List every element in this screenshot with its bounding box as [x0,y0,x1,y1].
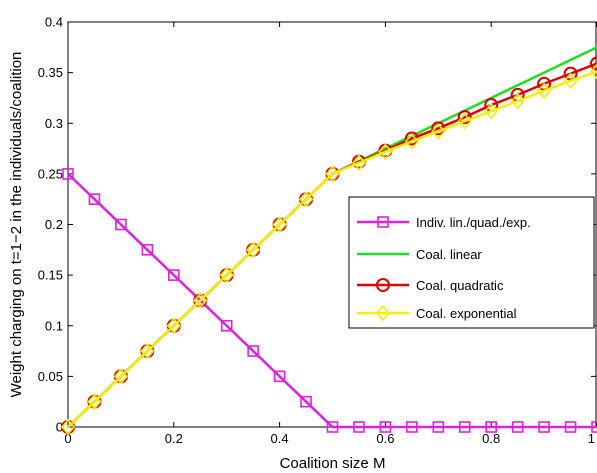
y-tick-label: 0.2 [45,217,63,232]
y-tick-label: 0.3 [45,116,63,131]
legend-marker [375,304,391,322]
y-tick-label: 0.4 [45,15,63,30]
data-point [457,112,472,130]
data-point [511,421,524,433]
data-point [325,165,340,183]
legend: Indiv. lin./quad./exp. Coal. linear Coal. … [348,196,595,329]
data-point [431,123,446,140]
data-point [140,342,155,360]
data-point [166,317,181,334]
x-axis-label: Coalition size M [280,455,386,472]
y-tick-label: 0.25 [38,166,63,181]
legend-label: Indiv. lin./quad./exp. [416,215,531,230]
data-point [115,218,127,231]
data-point [457,110,472,125]
y-tick-label: 0.05 [38,369,63,384]
data-point [458,421,471,433]
series-line [67,172,597,429]
legend-label: Coal. exponential [416,306,517,321]
data-point [247,345,259,357]
data-point [590,56,597,71]
data-point [168,269,180,281]
data-point [484,102,499,120]
data-point [353,421,365,433]
data-point [326,421,339,433]
y-tick-label: 0.15 [38,268,63,283]
legend-label: Coal. quadratic [416,278,504,293]
legend-marker [377,216,389,228]
x-tick-label: 1 [588,431,595,446]
data-point [589,63,597,80]
series-3 [60,63,597,436]
legend-marker [376,278,390,292]
y-axis-label: Weight charging on t=1−2 in the individu… [8,52,25,398]
data-point [62,168,74,180]
series-line [67,70,597,428]
data-point [272,216,287,233]
data-point [591,421,597,433]
data-point [88,193,101,205]
data-point [273,370,286,383]
data-point [193,292,208,309]
data-point [432,421,445,433]
data-point [60,418,76,436]
data-point [298,190,314,208]
data-point [564,421,577,433]
x-tick-label: 0.4 [271,431,289,446]
series-layer [60,46,597,436]
data-point [379,421,392,433]
data-point [378,143,393,160]
x-tick-label: 0.8 [482,431,500,446]
y-tick-label: 0.35 [38,65,63,80]
data-point [113,368,128,385]
data-point [351,154,367,171]
series-0 [62,168,597,433]
data-point [485,421,498,433]
data-point [510,92,525,110]
y-tick-label: 0 [56,420,63,435]
data-point [246,241,261,259]
data-point [404,133,419,150]
data-point [406,421,418,433]
data-point [538,421,550,433]
data-point [87,393,102,410]
y-tick-label: 0.1 [45,318,63,333]
x-tick-label: 0.2 [165,431,183,446]
data-point [537,82,552,100]
x-tick-label: 0 [64,431,71,446]
data-point [220,319,233,332]
data-point [300,395,312,408]
data-point [563,72,578,89]
data-point [219,266,234,284]
legend-label: Coal. linear [416,247,482,262]
data-point [141,244,154,256]
legend-box [348,196,595,329]
x-tick-label: 0.6 [376,431,394,446]
